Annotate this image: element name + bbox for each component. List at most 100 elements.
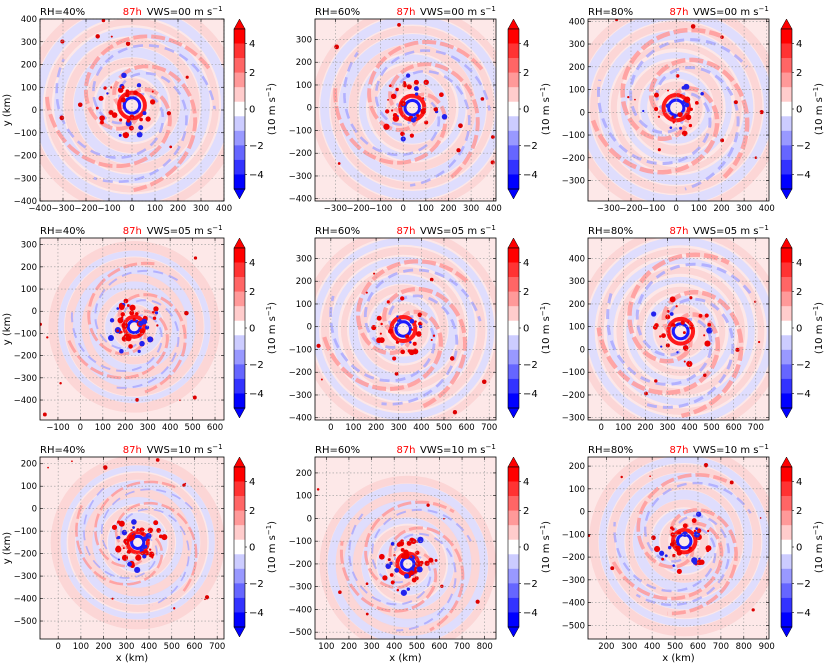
x-tick-label: 0 [599, 423, 604, 433]
convective-cell [380, 322, 383, 326]
convective-cell [395, 340, 400, 344]
colorbar-swatch [508, 320, 519, 336]
colorbar-swatch [781, 277, 792, 292]
convective-cell [142, 111, 147, 116]
scattered-cell [192, 395, 197, 400]
y-tick-label: −500 [14, 617, 37, 627]
colorbar-swatch [508, 277, 519, 292]
y-axis-label: y (km) [2, 94, 13, 127]
convective-cell [143, 544, 148, 549]
convective-cell [409, 133, 414, 138]
panel-time-label: 87h [396, 7, 415, 18]
y-tick-label: −300 [14, 174, 37, 184]
convective-cell [703, 334, 706, 337]
scattered-cell [47, 466, 49, 469]
convective-cell [142, 554, 147, 559]
x-tick-label: 700 [748, 423, 764, 433]
colorbar-swatch [781, 525, 792, 541]
colorbar-extend-top [233, 18, 246, 30]
convective-cell [694, 100, 699, 105]
colorbar-swatch [508, 335, 519, 351]
colorbar-tick-label: 2 [249, 506, 255, 517]
scattered-cell [665, 343, 670, 348]
convective-cell [108, 110, 114, 115]
convective-cell [642, 109, 645, 113]
convective-cell [706, 549, 710, 553]
colorbar-tick-label: 2 [249, 287, 255, 298]
rainband-red [339, 540, 438, 613]
x-tick-label: 400 [644, 642, 660, 652]
x-tick-label: 100 [615, 423, 631, 433]
rainband-blue [371, 508, 472, 584]
scattered-cell [365, 291, 368, 294]
colorbar-extend-bottom [507, 188, 520, 200]
colorbar-tick-label: −4 [249, 608, 264, 619]
convective-cell [415, 331, 422, 337]
convective-cell [383, 123, 390, 130]
y-tick-label: 100 [296, 492, 312, 502]
colorbar-swatch [508, 349, 519, 365]
colorbar-extend-bottom [507, 407, 520, 419]
x-tick-label: 400 [759, 204, 775, 214]
convective-cell [117, 520, 121, 524]
ring-band [315, 238, 495, 420]
rainband-red [596, 312, 721, 396]
colorbar-extend-bottom [780, 626, 793, 638]
convective-cell [671, 322, 676, 328]
colorbar-label-close: ) [814, 302, 825, 306]
convective-cell [696, 511, 702, 517]
scattered-cell [649, 475, 651, 478]
x-tick-label: 700 [209, 642, 225, 652]
y-tick-label: −200 [14, 550, 37, 560]
scattered-cell [759, 110, 764, 115]
eyewall-blue [671, 322, 690, 341]
rainband-red [356, 259, 471, 356]
colorbar-swatch [781, 101, 792, 117]
convective-cell [670, 526, 674, 530]
colorbar-swatch [508, 568, 519, 584]
x-axis-label: x (km) [116, 653, 149, 664]
convective-cell [132, 526, 135, 529]
scattered-cell [46, 336, 49, 339]
convective-cell [652, 324, 658, 330]
ring-band [320, 19, 496, 200]
ring-band [68, 472, 208, 612]
convective-cell [411, 117, 416, 123]
scattered-cell [59, 382, 62, 385]
convective-cell [100, 120, 104, 125]
y-tick-label: −300 [289, 391, 312, 401]
convective-cell [147, 527, 154, 534]
scattered-cell [759, 517, 762, 519]
colorbar-extend-bottom [507, 626, 520, 638]
ring-band [359, 284, 448, 374]
colorbar-swatch [234, 364, 245, 380]
convective-cell [396, 542, 402, 547]
y-tick-label: −100 [562, 530, 585, 540]
eyewall-blue [130, 534, 146, 550]
x-tick-label: 100 [318, 642, 334, 652]
x-tick-label: −100 [642, 204, 665, 214]
convective-cell [430, 338, 433, 341]
rainband-blue [363, 268, 482, 349]
x-tick-label: 500 [409, 642, 425, 652]
x-tick-label: 300 [659, 423, 675, 433]
y-tick-label: −300 [14, 572, 37, 582]
gridlines [588, 238, 769, 420]
x-tick-label: 200 [713, 204, 729, 214]
colorbar-swatch [508, 72, 519, 88]
colorbar-tick-label: 0 [523, 543, 529, 554]
colorbar-tick-label: −2 [249, 579, 264, 590]
rainband-red [648, 57, 750, 179]
convective-cell [665, 314, 671, 320]
y-tick-label: 0 [32, 307, 37, 317]
colorbar-extend-top [780, 18, 793, 30]
x-tick-label: 500 [667, 642, 683, 652]
convective-cell [146, 336, 154, 343]
scattered-cell [588, 534, 591, 537]
ring-band [348, 44, 476, 172]
colorbar-tick-label: −4 [796, 608, 811, 619]
ring-band [632, 489, 736, 593]
convective-cell [136, 83, 142, 88]
colorbar-label: (10 m s−1) [539, 302, 552, 354]
convective-cell [410, 328, 414, 331]
